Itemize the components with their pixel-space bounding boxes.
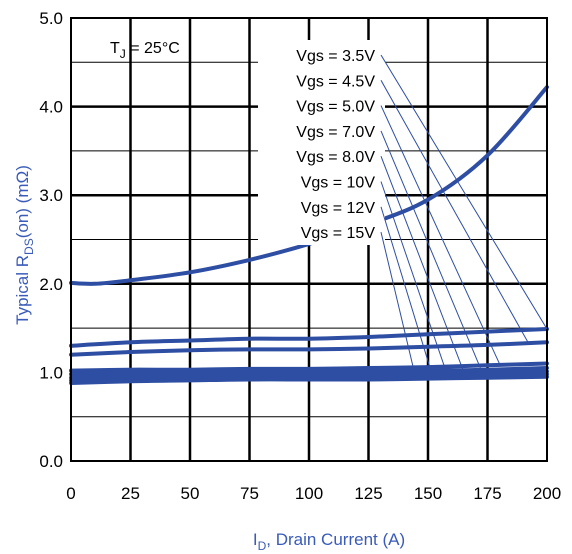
x-tick-labels: 0 25 50 75 100 125 150 175 200 bbox=[66, 484, 561, 503]
series-curve-4 bbox=[69, 361, 549, 373]
series-curve-6 bbox=[69, 369, 549, 380]
y-tick-label: 4.0 bbox=[39, 98, 63, 117]
series-label: Vgs = 12V bbox=[301, 200, 376, 217]
series-label: Vgs = 8.0V bbox=[296, 149, 375, 166]
series-label: Vgs = 4.5V bbox=[296, 73, 375, 90]
y-axis-title: Typical RDS(on) (mΩ) bbox=[13, 165, 36, 325]
series-curve-1 bbox=[69, 85, 549, 286]
series-label: Vgs = 5.0V bbox=[296, 99, 375, 116]
x-axis-title: ID, Drain Current (A) bbox=[253, 530, 405, 553]
x-tick-label: 125 bbox=[354, 484, 382, 503]
x-tick-label: 25 bbox=[121, 484, 140, 503]
series-label: Vgs = 10V bbox=[301, 175, 376, 192]
tj-condition-label: TJ = 25°C bbox=[110, 40, 180, 61]
leader-line bbox=[380, 80, 529, 343]
leader-line bbox=[380, 181, 448, 375]
x-tick-label: 75 bbox=[240, 484, 259, 503]
leader-line bbox=[380, 130, 481, 369]
series-curve-3 bbox=[69, 340, 549, 357]
series-label: Vgs = 3.5V bbox=[296, 48, 375, 65]
series-annotations: Vgs = 3.5V Vgs = 4.5V Vgs = 5.0V Vgs = 7.0V… bbox=[258, 40, 548, 380]
series-label: Vgs = 15V bbox=[301, 225, 376, 242]
y-tick-labels: 0.0 1.0 2.0 3.0 4.0 5.0 bbox=[39, 9, 63, 471]
annotation-backing bbox=[258, 40, 385, 245]
y-tick-label: 1.0 bbox=[39, 363, 63, 382]
x-tick-label: 150 bbox=[414, 484, 442, 503]
series-curve-8 bbox=[69, 374, 549, 385]
plot-frame bbox=[70, 17, 548, 462]
leader-line bbox=[380, 105, 500, 364]
y-tick-label: 2.0 bbox=[39, 275, 63, 294]
y-tick-label: 0.0 bbox=[39, 452, 63, 471]
series-curve-2 bbox=[69, 327, 549, 348]
leader-line bbox=[380, 206, 434, 377]
series-label: Vgs = 7.0V bbox=[296, 124, 375, 141]
x-tick-label: 175 bbox=[473, 484, 501, 503]
x-tick-label: 100 bbox=[295, 484, 323, 503]
leader-line bbox=[380, 54, 548, 330]
x-tick-label: 0 bbox=[66, 484, 75, 503]
leader-line bbox=[380, 231, 417, 380]
x-tick-label: 200 bbox=[533, 484, 561, 503]
x-tick-label: 50 bbox=[181, 484, 200, 503]
y-tick-label: 3.0 bbox=[39, 186, 63, 205]
series-curves bbox=[69, 85, 549, 385]
series-curve-5 bbox=[69, 366, 549, 377]
y-tick-label: 5.0 bbox=[39, 9, 63, 28]
leader-line bbox=[380, 156, 465, 372]
